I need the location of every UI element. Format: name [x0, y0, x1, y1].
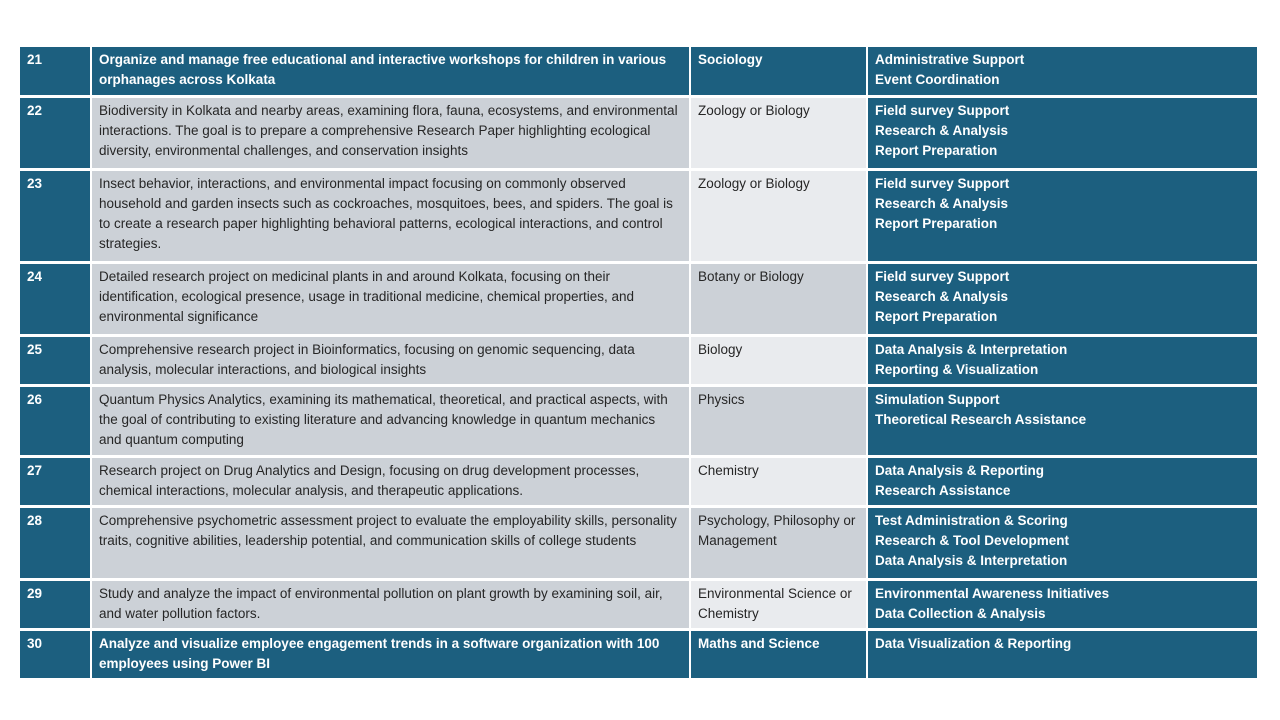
table-row-23: 23 Insect behavior, interactions, and en…	[20, 171, 1257, 261]
support-cell: Field survey Support Research & Analysis…	[868, 98, 1257, 168]
project-description-cell: Biodiversity in Kolkata and nearby areas…	[92, 98, 689, 168]
subject-cell: Sociology	[691, 47, 866, 95]
table-row-30: 30 Analyze and visualize employee engage…	[20, 631, 1257, 678]
table-row-27: 27 Research project on Drug Analytics an…	[20, 458, 1257, 505]
project-description-cell: Comprehensive psychometric assessment pr…	[92, 508, 689, 578]
subject-cell: Psychology, Philosophy or Management	[691, 508, 866, 578]
row-number-cell: 29	[20, 581, 90, 628]
support-cell: Simulation Support Theoretical Research …	[868, 387, 1257, 455]
project-description-cell: Comprehensive research project in Bioinf…	[92, 337, 689, 384]
project-description-cell: Quantum Physics Analytics, examining its…	[92, 387, 689, 455]
table-row-22: 22 Biodiversity in Kolkata and nearby ar…	[20, 98, 1257, 168]
table-row-25: 25 Comprehensive research project in Bio…	[20, 337, 1257, 384]
row-number-cell: 23	[20, 171, 90, 261]
row-number-cell: 21	[20, 47, 90, 95]
row-number-cell: 30	[20, 631, 90, 678]
support-cell: Data Visualization & Reporting	[868, 631, 1257, 678]
project-description-cell: Organize and manage free educational and…	[92, 47, 689, 95]
row-number-cell: 26	[20, 387, 90, 455]
projects-table: 21 Organize and manage free educational …	[20, 47, 1257, 678]
subject-cell: Biology	[691, 337, 866, 384]
subject-cell: Maths and Science	[691, 631, 866, 678]
row-number-cell: 24	[20, 264, 90, 334]
subject-cell: Zoology or Biology	[691, 98, 866, 168]
subject-cell: Chemistry	[691, 458, 866, 505]
subject-cell: Physics	[691, 387, 866, 455]
support-cell: Field survey Support Research & Analysis…	[868, 171, 1257, 261]
row-number-cell: 28	[20, 508, 90, 578]
table-row-29: 29 Study and analyze the impact of envir…	[20, 581, 1257, 628]
table-row-26: 26 Quantum Physics Analytics, examining …	[20, 387, 1257, 455]
row-number-cell: 27	[20, 458, 90, 505]
project-description-cell: Study and analyze the impact of environm…	[92, 581, 689, 628]
subject-cell: Botany or Biology	[691, 264, 866, 334]
project-description-cell: Insect behavior, interactions, and envir…	[92, 171, 689, 261]
table-row-21: 21 Organize and manage free educational …	[20, 47, 1257, 95]
row-number-cell: 22	[20, 98, 90, 168]
table-row-28: 28 Comprehensive psychometric assessment…	[20, 508, 1257, 578]
project-description-cell: Detailed research project on medicinal p…	[92, 264, 689, 334]
table-row-24: 24 Detailed research project on medicina…	[20, 264, 1257, 334]
support-cell: Administrative Support Event Coordinatio…	[868, 47, 1257, 95]
subject-cell: Environmental Science or Chemistry	[691, 581, 866, 628]
support-cell: Field survey Support Research & Analysis…	[868, 264, 1257, 334]
support-cell: Test Administration & Scoring Research &…	[868, 508, 1257, 578]
support-cell: Environmental Awareness Initiatives Data…	[868, 581, 1257, 628]
subject-cell: Zoology or Biology	[691, 171, 866, 261]
row-number-cell: 25	[20, 337, 90, 384]
project-description-cell: Research project on Drug Analytics and D…	[92, 458, 689, 505]
support-cell: Data Analysis & Reporting Research Assis…	[868, 458, 1257, 505]
project-description-cell: Analyze and visualize employee engagemen…	[92, 631, 689, 678]
support-cell: Data Analysis & Interpretation Reporting…	[868, 337, 1257, 384]
